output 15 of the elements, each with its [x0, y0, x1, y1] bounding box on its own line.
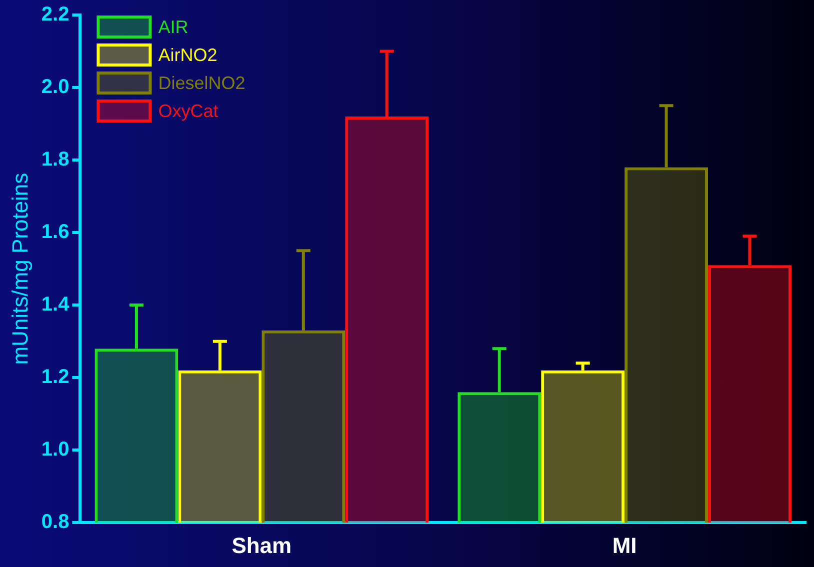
y-tick-label: 2.0: [41, 76, 70, 98]
legend-label: AirNO2: [158, 44, 218, 65]
legend-label: OxyCat: [158, 100, 218, 121]
legend-label: AIR: [158, 16, 188, 37]
y-tick-label: 0.8: [41, 511, 70, 534]
y-tick-label: 1.8: [41, 148, 70, 171]
y-tick-label: 1.6: [41, 221, 70, 244]
legend-label: DieselNO2: [158, 72, 246, 93]
y-axis-title: mUnits/mg Proteins: [7, 172, 32, 365]
y-tick-label: 1.0: [41, 438, 70, 461]
y-tick-label: 1.2: [41, 366, 70, 388]
x-tick-label: MI: [612, 532, 637, 558]
y-tick-label: 1.4: [41, 294, 70, 316]
x-tick-label: Sham: [232, 532, 292, 558]
y-tick-label: 2.2: [41, 4, 70, 26]
